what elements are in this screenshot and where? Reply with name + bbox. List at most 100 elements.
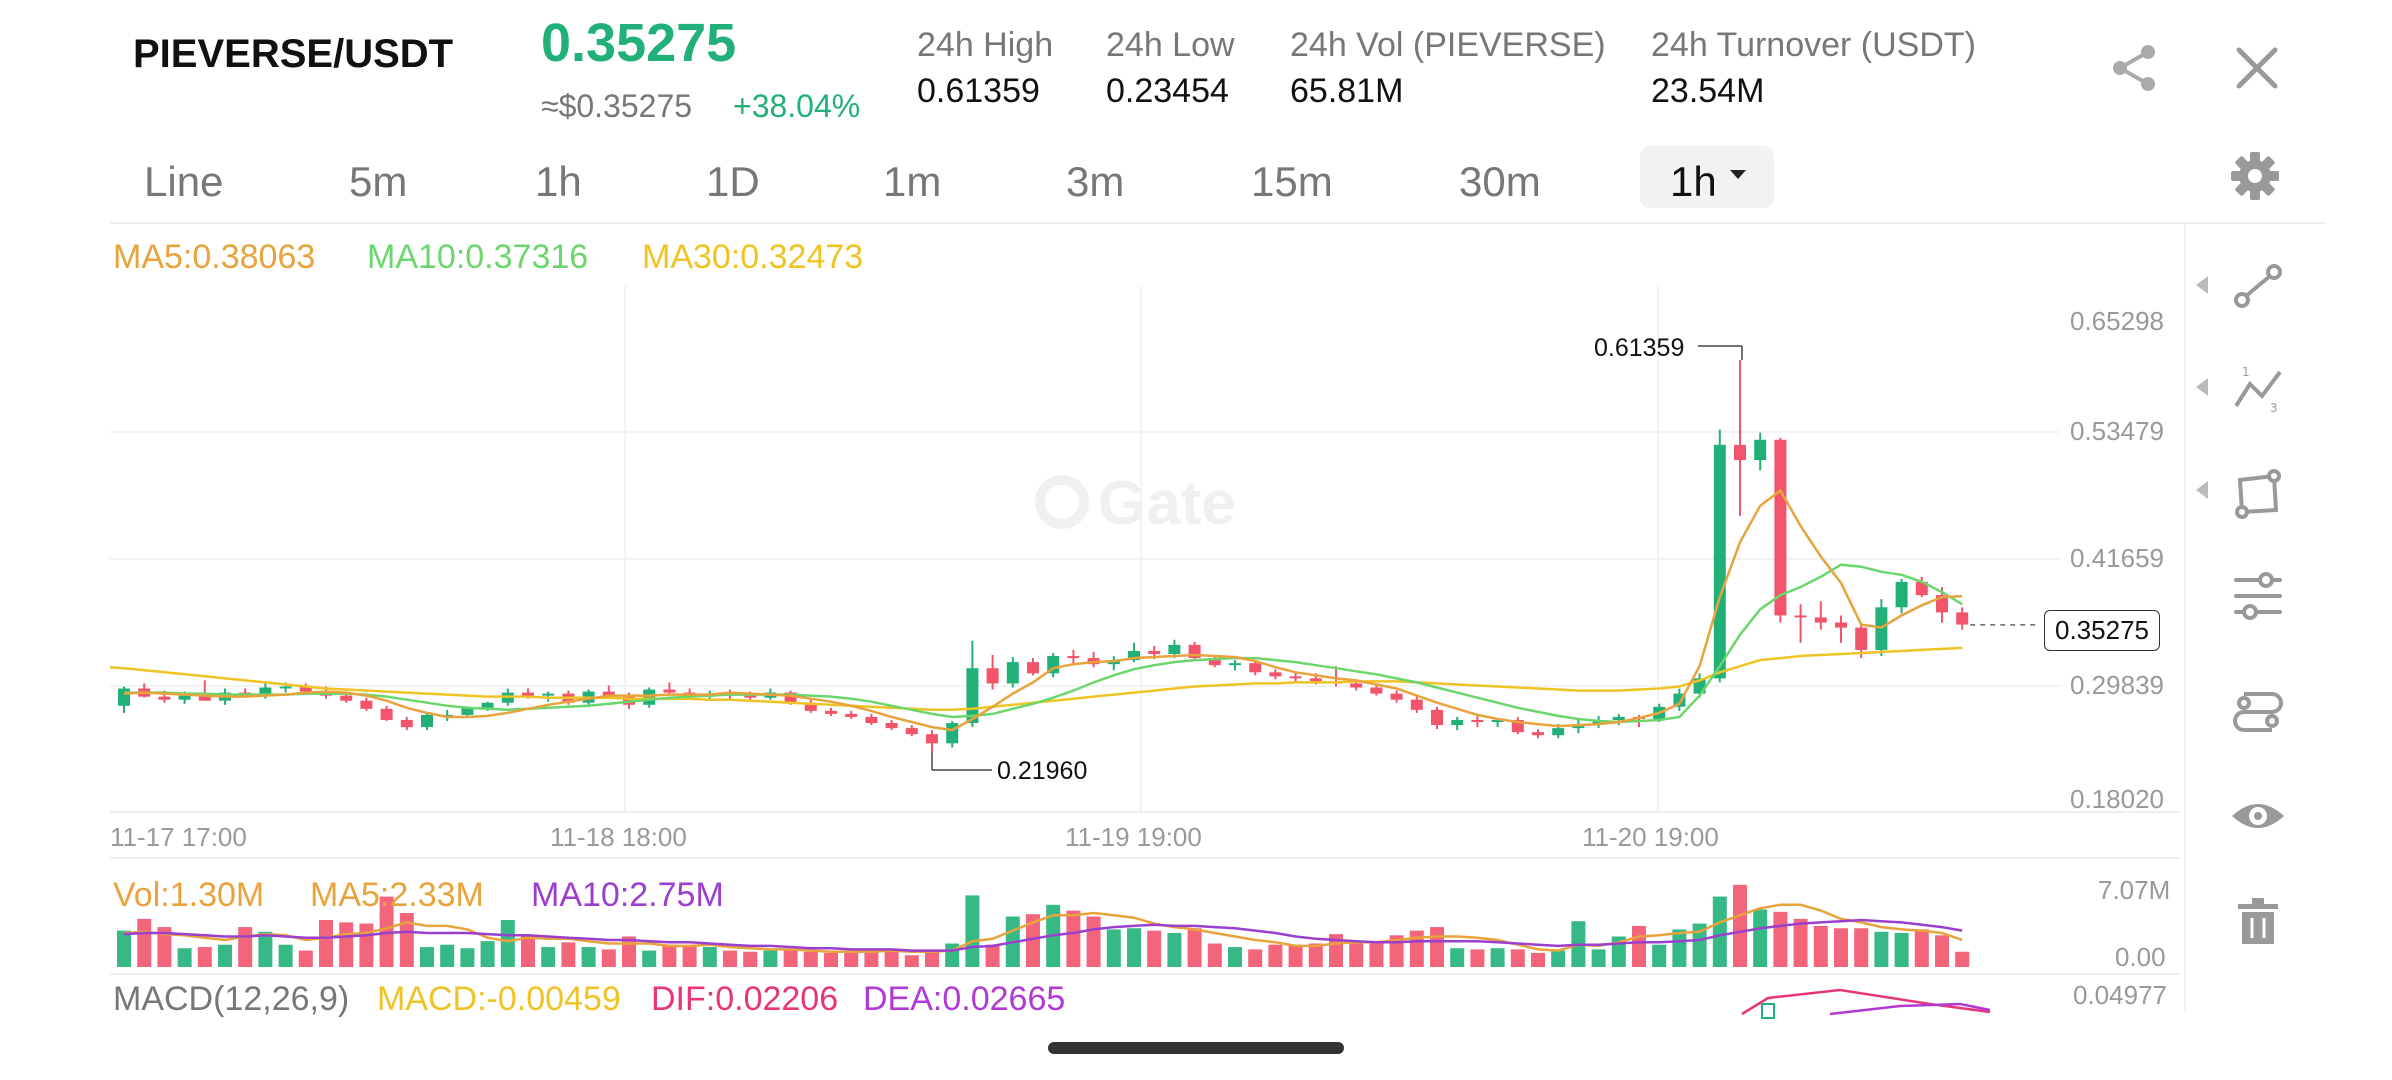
current-price-tag: 0.35275 (2044, 610, 2160, 651)
volume-bar (1874, 931, 1889, 967)
eye-icon[interactable] (2228, 786, 2288, 846)
volume-bar (1430, 927, 1444, 967)
volume-bar (359, 923, 374, 967)
volume-bar (1187, 928, 1202, 967)
indicator-settings-icon[interactable] (2228, 566, 2288, 626)
candle (1148, 650, 1161, 655)
magnet-tool-icon[interactable] (2228, 682, 2288, 742)
expand-arrow-icon[interactable] (2196, 276, 2208, 294)
trash-icon[interactable] (2228, 892, 2288, 952)
candle (1915, 581, 1928, 596)
volume-bar (682, 945, 697, 967)
candle (259, 687, 272, 696)
volume-bar (1894, 932, 1909, 967)
volume-bar (1106, 929, 1121, 967)
volume-bar (1692, 923, 1707, 967)
tab-5m[interactable]: 5m (349, 158, 408, 205)
volume-bar (541, 947, 556, 967)
candle (865, 716, 878, 724)
volume-bar (1531, 952, 1545, 967)
candle (1128, 650, 1140, 661)
candle (986, 668, 999, 684)
macd-tick: 0.04977 (2073, 980, 2167, 1010)
ma30-line (109, 665, 125, 670)
trendline-tool-icon[interactable] (2228, 256, 2288, 316)
candle (1471, 719, 1484, 723)
close-icon[interactable] (2227, 38, 2287, 98)
pair-title: PIEVERSE/USDT (133, 32, 454, 76)
tab-active-timeframe[interactable]: 1h (1640, 146, 1774, 208)
candle (1451, 719, 1464, 726)
volume-bar (480, 941, 495, 967)
shape-tool-icon[interactable] (2228, 464, 2288, 524)
volume-bar (1308, 943, 1323, 967)
candle (825, 710, 837, 714)
volume-bar (1086, 916, 1101, 967)
volume-bar (844, 950, 859, 967)
volume-bar (1813, 925, 1828, 967)
tab-30m[interactable]: 30m (1459, 158, 1541, 205)
expand-arrow-icon[interactable] (2196, 378, 2208, 396)
candle (542, 693, 555, 696)
volume-bar (238, 927, 253, 967)
volume-bar (763, 950, 778, 967)
share-icon[interactable] (2104, 38, 2164, 98)
volume-bar (298, 950, 313, 967)
candle (421, 714, 433, 728)
tab-15m[interactable]: 15m (1251, 158, 1333, 205)
volume-bar (1632, 925, 1646, 967)
volume-bar (1733, 884, 1747, 967)
gear-icon[interactable] (2225, 146, 2285, 206)
tab-line[interactable]: Line (144, 158, 224, 205)
tab-3m[interactable]: 3m (1066, 158, 1125, 205)
volume-bar (1793, 918, 1808, 967)
candle (1289, 676, 1302, 679)
tab-1h[interactable]: 1h (535, 158, 582, 205)
candle (1431, 709, 1443, 726)
last-price: 0.35275 (541, 13, 737, 73)
volume-bar (1268, 944, 1283, 967)
usd-price: ≈$0.35275 (541, 88, 693, 124)
stat-turnover-label: 24h Turnover (USDT) (1651, 26, 1976, 64)
volume-bar (1228, 947, 1242, 967)
volume-bar (642, 950, 657, 967)
candle (885, 723, 898, 729)
price-tick: 0.41659 (2070, 543, 2164, 573)
candle (118, 688, 130, 706)
candle (926, 734, 938, 744)
candle (1774, 439, 1787, 616)
candle (198, 695, 211, 701)
volume-bar (884, 949, 899, 967)
candle (845, 713, 858, 717)
ma30-legend: MA30:0.32473 (642, 238, 864, 276)
home-indicator (1048, 1042, 1344, 1054)
volume-bar (824, 952, 838, 967)
toolbar-divider (2184, 222, 2186, 1012)
price-tick: 0.53479 (2070, 416, 2164, 446)
tab-1m[interactable]: 1m (883, 158, 942, 205)
candle (400, 719, 413, 728)
volume-bar (258, 931, 273, 967)
price-tick: 0.29839 (2070, 670, 2164, 700)
volume-bar (864, 951, 879, 967)
dif-value: DIF:0.02206 (651, 980, 839, 1018)
candle (1390, 693, 1403, 700)
volume-bar (500, 920, 515, 967)
svg-text:3: 3 (2270, 401, 2278, 415)
expand-arrow-icon[interactable] (2196, 481, 2208, 499)
volume-bar (1753, 909, 1768, 967)
volume-bar (440, 944, 455, 967)
volume-bar (723, 950, 737, 967)
candle (1229, 663, 1241, 666)
volume-bar (1551, 950, 1566, 967)
candle (905, 728, 918, 735)
candle (1249, 663, 1262, 673)
candle (1754, 439, 1767, 461)
candle (1410, 699, 1423, 710)
candle (1734, 444, 1746, 461)
tab-1d[interactable]: 1D (706, 158, 760, 205)
volume-bar (581, 947, 596, 967)
volume-bar (803, 951, 818, 967)
